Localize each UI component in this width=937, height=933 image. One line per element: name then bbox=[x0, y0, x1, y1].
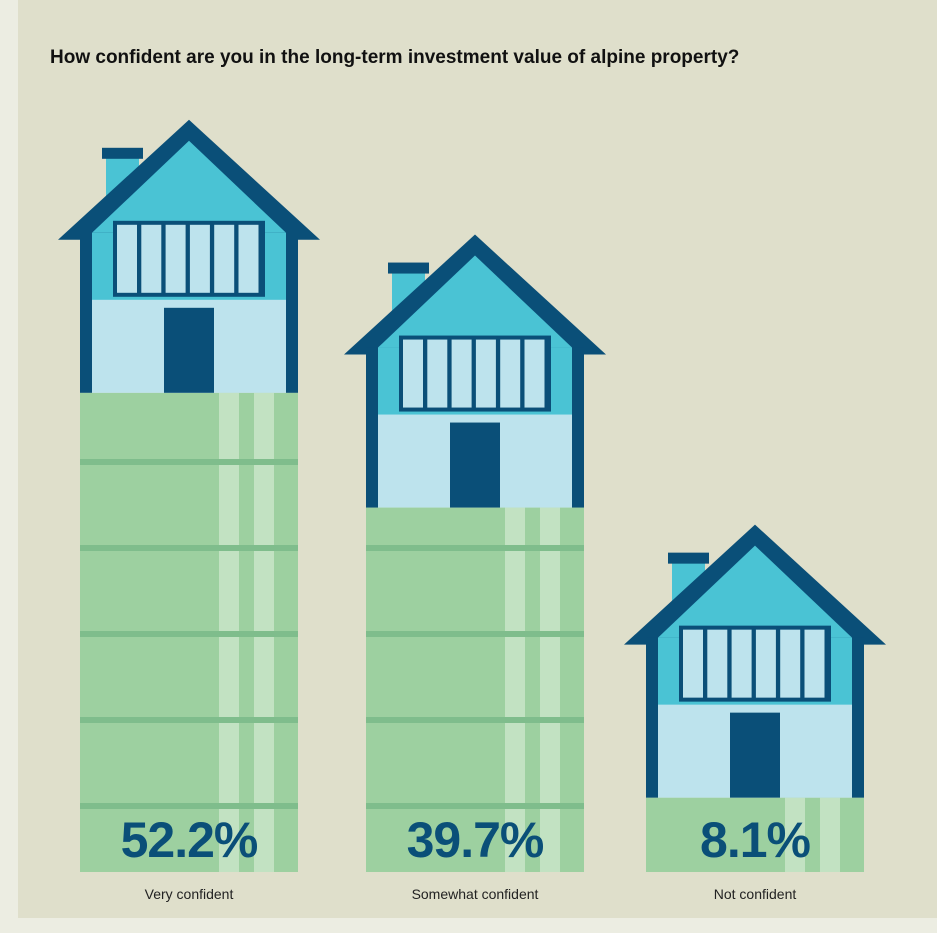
door bbox=[164, 307, 214, 393]
window-pane bbox=[189, 224, 210, 293]
window-pane bbox=[403, 339, 423, 408]
window-pane bbox=[707, 629, 728, 698]
bar-line bbox=[366, 631, 584, 637]
window-pane bbox=[780, 629, 801, 698]
window-pane bbox=[117, 224, 137, 293]
window-pane bbox=[475, 339, 496, 408]
chimney-cap bbox=[102, 147, 143, 159]
bar-stripe bbox=[540, 507, 560, 872]
bar-line bbox=[80, 717, 298, 723]
door bbox=[730, 712, 780, 798]
wall-left bbox=[646, 637, 658, 798]
bar-line bbox=[366, 545, 584, 551]
bar-line bbox=[80, 545, 298, 551]
bar-stripe bbox=[785, 797, 805, 872]
category-label: Very confident bbox=[145, 886, 234, 902]
window-pane bbox=[683, 629, 703, 698]
category-label: Somewhat confident bbox=[412, 886, 539, 902]
window-pane bbox=[500, 339, 521, 408]
value-label: 39.7% bbox=[407, 812, 544, 868]
window-pane bbox=[755, 629, 776, 698]
window-pane bbox=[141, 224, 162, 293]
house bbox=[624, 524, 886, 798]
door bbox=[450, 422, 500, 508]
wall-right bbox=[572, 347, 584, 508]
chimney-cap bbox=[668, 552, 709, 564]
wall-right bbox=[286, 232, 298, 393]
wall-left bbox=[80, 232, 92, 393]
window-pane bbox=[524, 339, 545, 408]
value-label: 8.1% bbox=[700, 812, 811, 868]
bar-line bbox=[80, 459, 298, 465]
wall-left bbox=[366, 347, 378, 508]
bar-line bbox=[80, 631, 298, 637]
window-pane bbox=[804, 629, 825, 698]
chimney-cap bbox=[388, 262, 429, 274]
gable bbox=[658, 545, 852, 638]
house bbox=[58, 119, 320, 393]
bar-line bbox=[366, 717, 584, 723]
category-label: Not confident bbox=[714, 886, 797, 902]
bar-line bbox=[80, 803, 298, 809]
window-pane bbox=[731, 629, 752, 698]
bar-line bbox=[366, 803, 584, 809]
house bbox=[344, 234, 606, 508]
value-label: 52.2% bbox=[121, 812, 258, 868]
window-pane bbox=[427, 339, 448, 408]
gable bbox=[92, 140, 286, 233]
chart-title: How confident are you in the long-term i… bbox=[50, 47, 739, 68]
wall-right bbox=[852, 637, 864, 798]
window-pane bbox=[214, 224, 235, 293]
bar-stripe bbox=[820, 797, 840, 872]
window-pane bbox=[165, 224, 186, 293]
gable bbox=[378, 255, 572, 348]
window-pane bbox=[238, 224, 259, 293]
window-pane bbox=[451, 339, 472, 408]
bar-stripe bbox=[505, 507, 525, 872]
